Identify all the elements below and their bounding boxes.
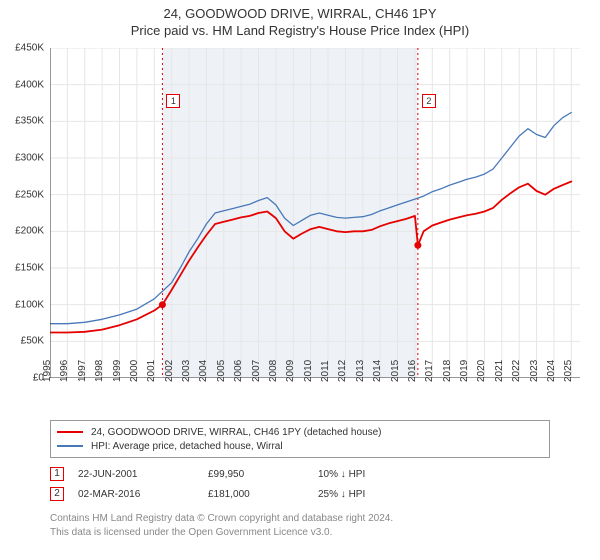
page-subtitle: Price paid vs. HM Land Registry's House …	[0, 23, 600, 38]
x-tick-label: 1996	[59, 360, 70, 382]
x-tick-label: 2013	[355, 360, 366, 382]
sale-number: 1	[50, 467, 64, 481]
sale-date: 22-JUN-2001	[78, 469, 208, 480]
legend-label: 24, GOODWOOD DRIVE, WIRRAL, CH46 1PY (de…	[91, 427, 381, 438]
legend-swatch	[57, 431, 83, 433]
x-tick-label: 2010	[303, 360, 314, 382]
sale-marker-label: 1	[166, 94, 180, 108]
y-tick-label: £0	[0, 373, 44, 384]
x-tick-label: 2012	[337, 360, 348, 382]
sale-price: £181,000	[208, 489, 318, 500]
sale-row: 2 02-MAR-2016£181,00025% ↓ HPI	[50, 484, 550, 504]
x-tick-label: 2007	[251, 360, 262, 382]
y-tick-label: £200K	[0, 226, 44, 237]
x-tick-label: 1997	[77, 360, 88, 382]
sale-delta: 25% ↓ HPI	[318, 489, 438, 500]
y-tick-label: £350K	[0, 116, 44, 127]
x-tick-label: 2000	[129, 360, 140, 382]
y-tick-label: £100K	[0, 299, 44, 310]
x-tick-label: 2009	[285, 360, 296, 382]
x-tick-label: 2002	[164, 360, 175, 382]
x-tick-label: 2016	[407, 360, 418, 382]
sale-marker-label: 2	[422, 94, 436, 108]
x-tick-label: 2008	[268, 360, 279, 382]
x-tick-label: 2019	[459, 360, 470, 382]
y-tick-label: £150K	[0, 263, 44, 274]
sale-number: 2	[50, 487, 64, 501]
y-tick-label: £300K	[0, 153, 44, 164]
legend-box: 24, GOODWOOD DRIVE, WIRRAL, CH46 1PY (de…	[50, 420, 550, 458]
x-tick-label: 2025	[563, 360, 574, 382]
x-tick-label: 2004	[198, 360, 209, 382]
sale-price: £99,950	[208, 469, 318, 480]
chart-svg	[50, 48, 580, 378]
page-title: 24, GOODWOOD DRIVE, WIRRAL, CH46 1PY	[0, 6, 600, 21]
x-tick-label: 2011	[320, 360, 331, 382]
footer-line-2: This data is licensed under the Open Gov…	[50, 526, 570, 540]
sale-date: 02-MAR-2016	[78, 489, 208, 500]
x-tick-label: 2017	[424, 360, 435, 382]
sale-row: 1 22-JUN-2001£99,95010% ↓ HPI	[50, 464, 550, 484]
x-tick-label: 2015	[390, 360, 401, 382]
legend-item: HPI: Average price, detached house, Wirr…	[57, 439, 543, 453]
y-tick-label: £450K	[0, 43, 44, 54]
x-tick-label: 2005	[216, 360, 227, 382]
legend-swatch	[57, 445, 83, 447]
footer-attribution: Contains HM Land Registry data © Crown c…	[50, 512, 570, 539]
x-tick-label: 2023	[529, 360, 540, 382]
x-tick-label: 1995	[42, 360, 53, 382]
x-tick-label: 2020	[476, 360, 487, 382]
footer-line-1: Contains HM Land Registry data © Crown c…	[50, 512, 570, 526]
legend-item: 24, GOODWOOD DRIVE, WIRRAL, CH46 1PY (de…	[57, 425, 543, 439]
x-tick-label: 2018	[442, 360, 453, 382]
x-tick-label: 2021	[494, 360, 505, 382]
x-tick-label: 2024	[546, 360, 557, 382]
x-tick-label: 2001	[146, 360, 157, 382]
x-tick-label: 1998	[94, 360, 105, 382]
y-tick-label: £50K	[0, 336, 44, 347]
x-tick-label: 2022	[511, 360, 522, 382]
x-tick-label: 2014	[372, 360, 383, 382]
y-tick-label: £250K	[0, 189, 44, 200]
x-tick-label: 1999	[112, 360, 123, 382]
x-tick-label: 2003	[181, 360, 192, 382]
legend-label: HPI: Average price, detached house, Wirr…	[91, 441, 283, 452]
x-tick-label: 2006	[233, 360, 244, 382]
price-chart: £0£50K£100K£150K£200K£250K£300K£350K£400…	[50, 48, 580, 378]
sale-delta: 10% ↓ HPI	[318, 469, 438, 480]
y-tick-label: £400K	[0, 79, 44, 90]
sales-table: 1 22-JUN-2001£99,95010% ↓ HPI 2 02-MAR-2016…	[50, 464, 550, 504]
